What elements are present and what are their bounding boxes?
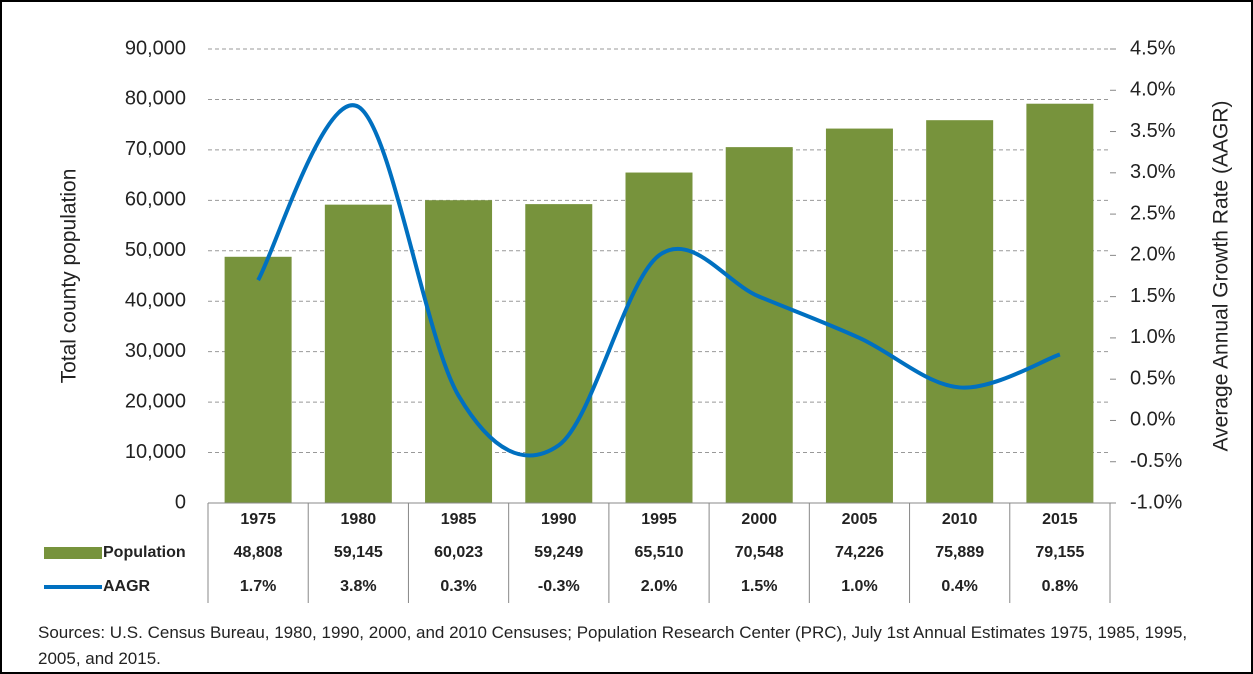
y2-tick-label: 3.0% (1130, 161, 1176, 183)
y-tick-label: 40,000 (125, 290, 186, 312)
data-label: 0.3% (440, 578, 476, 595)
y-tick-label: 10,000 (125, 441, 186, 463)
data-label: 48,808 (234, 544, 283, 561)
legend-swatch (44, 547, 102, 559)
legend-label: AAGR (103, 578, 151, 595)
x-tick-label: 2005 (842, 511, 878, 528)
data-label: 79,155 (1035, 544, 1084, 561)
data-label: 0.4% (941, 578, 977, 595)
y2-tick-label: 2.5% (1130, 202, 1176, 224)
y2-tick-label: 3.5% (1130, 120, 1176, 142)
bar (224, 256, 292, 503)
y-tick-label: 20,000 (125, 390, 186, 412)
bar (324, 204, 392, 503)
y2-tick-label: 4.5% (1130, 37, 1176, 59)
x-tick-label: 2010 (942, 511, 978, 528)
y-tick-label: 0 (175, 491, 186, 513)
bar (825, 128, 893, 504)
data-label: 3.8% (340, 578, 376, 595)
data-label: 70,548 (735, 544, 784, 561)
legend-label: Population (103, 544, 186, 561)
y2-tick-label: 2.0% (1130, 244, 1176, 266)
bar (1026, 103, 1094, 503)
y2-tick-label: 1.5% (1130, 285, 1176, 307)
x-tick-label: 1990 (541, 511, 577, 528)
y2-tick-label: 0.0% (1130, 409, 1176, 431)
bar (625, 172, 693, 503)
y2-tick-label: 1.0% (1130, 326, 1176, 348)
y-tick-label: 60,000 (125, 189, 186, 211)
y2-tick-label: 4.0% (1130, 79, 1176, 101)
data-label: -0.3% (538, 578, 580, 595)
y2-axis-title: Average Annual Growth Rate (AAGR) (1210, 101, 1233, 452)
data-label: 65,510 (635, 544, 684, 561)
bar (926, 120, 994, 503)
data-label: 75,889 (935, 544, 984, 561)
bar (525, 204, 593, 503)
data-label: 1.0% (841, 578, 877, 595)
y2-tick-label: 0.5% (1130, 367, 1176, 389)
y-tick-label: 30,000 (125, 340, 186, 362)
x-tick-label: 1980 (341, 511, 377, 528)
data-label: 59,145 (334, 544, 383, 561)
data-label: 1.5% (741, 578, 777, 595)
data-label: 74,226 (835, 544, 884, 561)
line-series (256, 103, 1061, 458)
x-tick-label: 1995 (641, 511, 677, 528)
x-tick-label: 1975 (240, 511, 276, 528)
y-tick-label: 90,000 (125, 37, 186, 59)
y-tick-label: 80,000 (125, 88, 186, 110)
data-label: 60,023 (434, 544, 483, 561)
data-label: 2.0% (641, 578, 677, 595)
bar (725, 147, 793, 504)
y-tick-label: 70,000 (125, 138, 186, 160)
y2-tick-label: -0.5% (1130, 450, 1182, 472)
data-label: 59,249 (534, 544, 583, 561)
x-tick-label: 2015 (1042, 511, 1078, 528)
x-tick-label: 2000 (741, 511, 777, 528)
bar (425, 200, 493, 503)
y2-tick-label: -1.0% (1130, 491, 1182, 513)
y-tick-label: 50,000 (125, 239, 186, 261)
source-note: Sources: U.S. Census Bureau, 1980, 1990,… (38, 623, 1188, 668)
y-axis-title: Total county population (58, 169, 81, 384)
data-label: 1.7% (240, 578, 276, 595)
x-tick-label: 1985 (441, 511, 477, 528)
data-label: 0.8% (1042, 578, 1078, 595)
